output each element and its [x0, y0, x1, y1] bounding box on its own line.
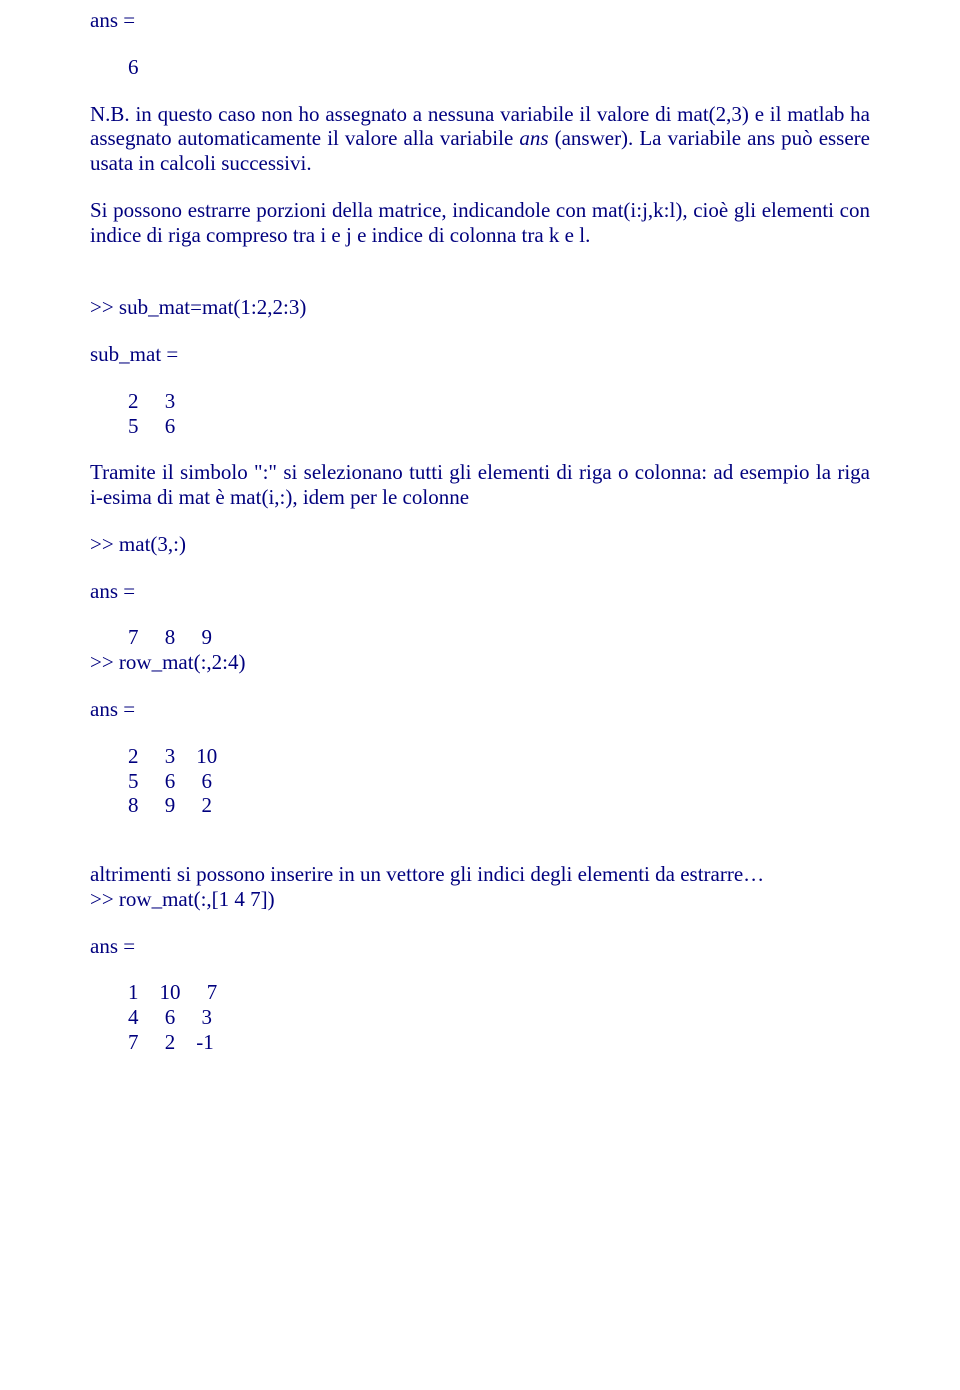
matrix-row: 2 3	[90, 389, 870, 414]
code-line: >> row_mat(:,2:4)	[90, 650, 870, 675]
code-line: >> sub_mat=mat(1:2,2:3)	[90, 295, 870, 320]
code-line: sub_mat =	[90, 342, 870, 367]
code-line: ans =	[90, 8, 870, 33]
code-line: ans =	[90, 579, 870, 604]
matrix-row: 5 6	[90, 414, 870, 439]
matrix-row: 7 2 -1	[90, 1030, 870, 1055]
matrix-row: 8 9 2	[90, 793, 870, 818]
matrix-row: 5 6 6	[90, 769, 870, 794]
matrix-row: 1 10 7	[90, 980, 870, 1005]
matrix-row: 7 8 9	[90, 625, 870, 650]
paragraph-indices: altrimenti si possono inserire in un vet…	[90, 862, 870, 887]
code-line: >> row_mat(:,[1 4 7])	[90, 887, 870, 912]
matrix-row: 4 6 3	[90, 1005, 870, 1030]
code-line: ans =	[90, 697, 870, 722]
matrix-row: 2 3 10	[90, 744, 870, 769]
paragraph-extract: Si possono estrarre porzioni della matri…	[90, 198, 870, 248]
paragraph-nb: N.B. in questo caso non ho assegnato a n…	[90, 102, 870, 176]
code-line: ans =	[90, 934, 870, 959]
code-line: >> mat(3,:)	[90, 532, 870, 557]
paragraph-colon: Tramite il simbolo ":" si selezionano tu…	[90, 460, 870, 510]
code-line: 6	[90, 55, 870, 80]
italic-ans: ans	[519, 126, 548, 150]
